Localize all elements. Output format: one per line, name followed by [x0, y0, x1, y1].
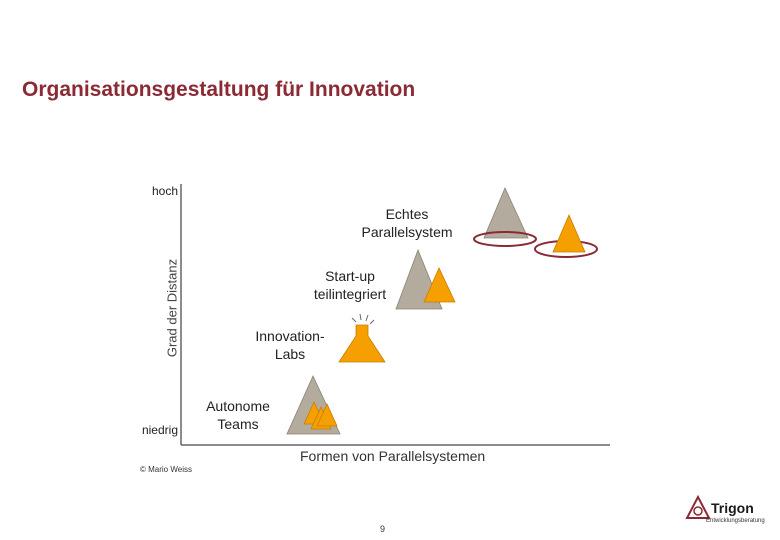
innovation-label-line1: Innovation-: [255, 328, 325, 344]
innovation-label-line2: Labs: [274, 346, 306, 362]
logo-name: Trigon: [711, 500, 754, 516]
page-title: Organisationsgestaltung für Innovation: [22, 78, 416, 101]
startup-teilintegriert-label: Start-up teilintegriert: [290, 267, 410, 303]
y-axis-low-label: niedrig: [141, 423, 178, 437]
startup-label-line1: Start-up: [325, 268, 375, 284]
x-axis-title: Formen von Parallelsystemen: [300, 448, 486, 464]
autonome-orange-triangle-3: [316, 403, 338, 427]
autonome-label-line2: Teams: [217, 416, 259, 432]
logo-subtitle: Entwicklungsberatung: [706, 518, 765, 524]
autonome-label-line1: Autonome: [206, 398, 270, 414]
innovation-labs-label: Innovation- Labs: [235, 327, 345, 363]
page-number: 9: [380, 524, 386, 534]
echtes-label-line1: Echtes: [385, 206, 429, 222]
y-axis-title: Grad der Distanz: [164, 258, 180, 358]
trigon-logo-icon: [685, 494, 711, 519]
echtes-orange-triangle: [552, 213, 586, 253]
copyright-text: © Mario Weiss: [140, 465, 192, 474]
echtes-gray-triangle: [483, 187, 529, 239]
echtes-parallelsystem-label: Echtes Parallelsystem: [340, 205, 474, 241]
startup-orange-triangle: [423, 267, 456, 303]
startup-label-line2: teilintegriert: [313, 286, 387, 302]
echtes-label-line2: Parallelsystem: [361, 224, 453, 240]
autonome-teams-label: Autonome Teams: [190, 397, 286, 433]
echtes-left-ellipse: [473, 231, 537, 247]
y-axis-high-label: hoch: [151, 184, 178, 198]
innovation-lab-flask-icon: [338, 313, 386, 363]
